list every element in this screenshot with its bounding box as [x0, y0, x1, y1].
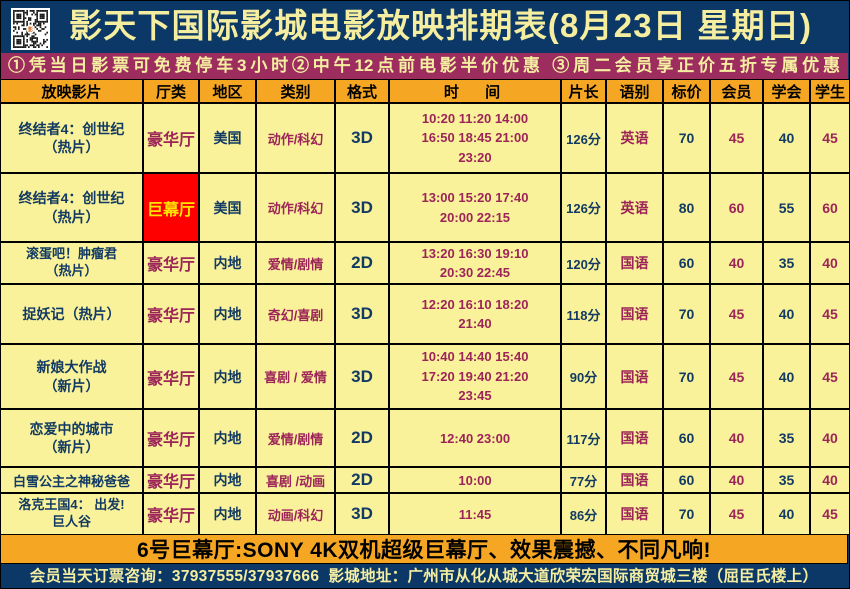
svg-text:影: 影 [28, 25, 34, 33]
